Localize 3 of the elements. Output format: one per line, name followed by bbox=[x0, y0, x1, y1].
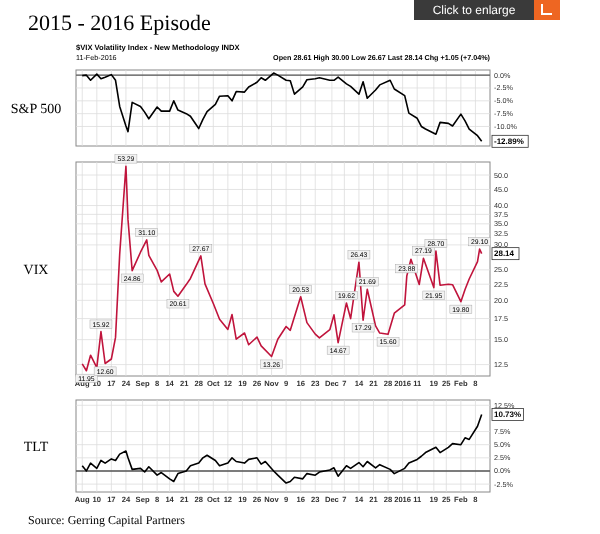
line-series bbox=[81, 413, 483, 484]
line-series bbox=[81, 72, 483, 143]
chart-title: 2015 - 2016 Episode bbox=[28, 12, 211, 36]
